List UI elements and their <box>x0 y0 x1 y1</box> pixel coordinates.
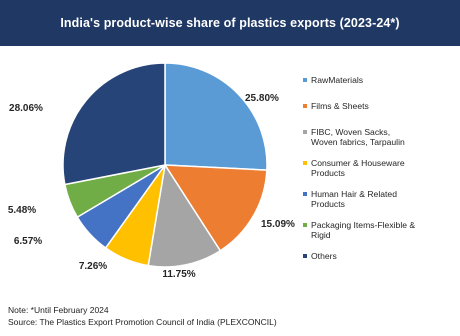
note-text: Note: *Until February 2024 <box>8 305 109 315</box>
chart-notes: Note: *Until February 2024 Source: The P… <box>8 305 277 328</box>
slice-value-label: 6.57% <box>14 236 42 247</box>
source-text: Source: The Plastics Export Promotion Co… <box>8 316 277 327</box>
legend-swatch <box>303 78 307 82</box>
legend-swatch <box>303 130 307 134</box>
slice-value-label: 11.75% <box>162 269 195 280</box>
slice-value-label: 25.80% <box>245 93 279 104</box>
chart-title: India's product-wise share of plastics e… <box>0 0 460 46</box>
legend-swatch <box>303 104 307 108</box>
legend-label: Consumer & Houseware Products <box>311 158 405 178</box>
legend-label: Others <box>311 251 337 261</box>
legend-label: RawMaterials <box>311 75 363 85</box>
pie-chart: 25.80% 15.09% 11.75% 7.26% 6.57% 5.48% 28.06% R… <box>8 62 415 280</box>
pie-slice <box>163 164 268 252</box>
legend-label: FIBC, Woven Sacks, Woven fabrics, Tarpaul… <box>311 127 405 147</box>
legend-swatch <box>303 223 307 227</box>
pie-slice <box>164 62 268 171</box>
legend-label: Packaging Items-Flexible & Rigid <box>311 220 415 240</box>
legend-swatch <box>303 254 307 258</box>
legend-swatch <box>303 192 307 196</box>
slice-value-label: 5.48% <box>8 205 36 216</box>
legend-swatch <box>303 161 307 165</box>
legend-label: Human Hair & Related Products <box>311 189 397 209</box>
pie-slice <box>147 162 222 268</box>
slice-value-label: 28.06% <box>9 103 43 114</box>
pie-slice <box>62 62 166 186</box>
slice-value-label: 7.26% <box>79 261 107 272</box>
legend-label: Films & Sheets <box>311 101 369 111</box>
slice-value-label: 15.09% <box>261 219 295 230</box>
